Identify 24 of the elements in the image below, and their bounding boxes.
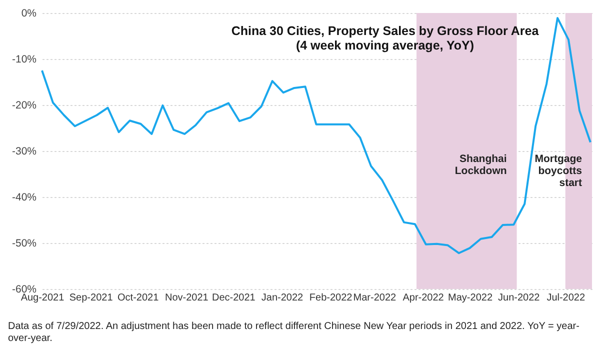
x-tick-label: Feb-2022 bbox=[309, 292, 353, 304]
x-tick-label: Jul-2022 bbox=[546, 292, 586, 304]
band-label: Mortgage boycotts start bbox=[534, 152, 582, 189]
x-tick-label: May-2022 bbox=[448, 292, 493, 304]
y-tick-label: -50% bbox=[12, 238, 36, 250]
x-tick-label: Dec-2021 bbox=[212, 292, 256, 304]
band-label: Shanghai Lockdown bbox=[454, 152, 507, 177]
text: Data as of 7/29/2022. An adjustment has been made to reflect different Chinese New Year periods in 2021 and 2022. YoY = year-over-year. bbox=[8, 321, 580, 345]
text: China 30 Cities, Property Sales by Gross Floor Area bbox=[231, 24, 540, 38]
y-tick-label: -20% bbox=[12, 100, 36, 112]
line-series bbox=[41, 17, 592, 254]
x-tick-label: Jun-2022 bbox=[498, 292, 540, 304]
x-tick-label: Apr-2022 bbox=[402, 292, 444, 304]
text: (4 week moving average, YoY) bbox=[296, 38, 474, 52]
x-tick-label: Jan-2022 bbox=[261, 292, 304, 304]
x-tick-label: Aug-2021 bbox=[20, 292, 65, 304]
x-tick-label: Nov-2021 bbox=[164, 292, 209, 304]
x-tick-label: Sep-2021 bbox=[69, 292, 114, 304]
y-tick-label: 0% bbox=[21, 8, 36, 20]
y-tick-label: -10% bbox=[12, 54, 36, 66]
x-tick-label: Oct-2021 bbox=[118, 292, 160, 304]
x-tick-label: Mar-2022 bbox=[353, 292, 397, 304]
y-tick-label: -30% bbox=[12, 146, 36, 158]
y-tick-label: -40% bbox=[12, 192, 36, 204]
